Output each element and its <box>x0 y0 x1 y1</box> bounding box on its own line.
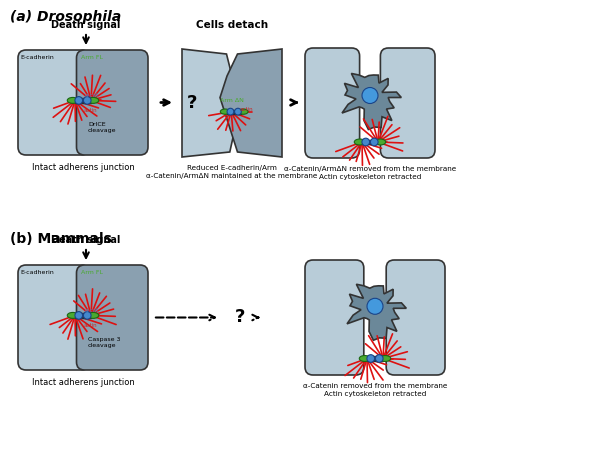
Circle shape <box>227 108 234 115</box>
FancyBboxPatch shape <box>18 265 89 370</box>
FancyBboxPatch shape <box>77 265 148 370</box>
Circle shape <box>83 97 91 104</box>
FancyBboxPatch shape <box>305 260 364 375</box>
Text: (a) Drosophila: (a) Drosophila <box>10 10 121 24</box>
Circle shape <box>370 138 378 146</box>
Circle shape <box>83 311 91 319</box>
Text: E-cadherin: E-cadherin <box>20 270 54 275</box>
Circle shape <box>367 355 374 362</box>
FancyBboxPatch shape <box>77 50 148 155</box>
Text: Intact adherens junction: Intact adherens junction <box>32 378 134 387</box>
Text: actin: actin <box>239 107 253 112</box>
Text: Death signal: Death signal <box>52 235 121 245</box>
Circle shape <box>75 97 83 104</box>
Bar <box>227 110 241 113</box>
Bar <box>76 313 91 318</box>
Text: Intact adherens junction: Intact adherens junction <box>32 163 134 172</box>
Circle shape <box>367 298 383 314</box>
Text: Arm ΔN: Arm ΔN <box>220 98 244 103</box>
FancyBboxPatch shape <box>305 48 359 158</box>
Ellipse shape <box>88 97 99 104</box>
Text: Arm FL: Arm FL <box>81 55 103 60</box>
Text: α-Catenin removed from the membrane
Actin cytoskeleton retracted: α-Catenin removed from the membrane Acti… <box>303 383 447 397</box>
Text: Arm FL: Arm FL <box>81 270 103 275</box>
Text: α-cat: α-cat <box>85 94 99 99</box>
FancyBboxPatch shape <box>18 50 89 155</box>
Circle shape <box>376 355 383 362</box>
Ellipse shape <box>238 109 248 114</box>
Text: actin: actin <box>84 324 98 328</box>
Ellipse shape <box>359 356 370 361</box>
Text: Death signal: Death signal <box>52 20 121 30</box>
Circle shape <box>362 87 378 104</box>
Ellipse shape <box>374 139 386 145</box>
Ellipse shape <box>67 97 79 104</box>
Text: ?: ? <box>187 94 197 112</box>
Circle shape <box>75 311 83 319</box>
FancyBboxPatch shape <box>380 48 435 158</box>
Polygon shape <box>342 73 401 130</box>
Text: Caspase 3
cleavage: Caspase 3 cleavage <box>88 338 121 348</box>
Text: Reduced E-cadherin/Arm
α-Catenin/ArmΔN maintained at the membrane: Reduced E-cadherin/Arm α-Catenin/ArmΔN m… <box>146 165 317 179</box>
Text: actin: actin <box>84 108 98 113</box>
Ellipse shape <box>88 312 99 319</box>
Text: (b) Mammals: (b) Mammals <box>10 232 112 246</box>
Ellipse shape <box>67 312 79 319</box>
Polygon shape <box>220 49 282 157</box>
Ellipse shape <box>380 356 391 361</box>
Bar <box>76 98 91 103</box>
Text: DrICE
cleavage: DrICE cleavage <box>88 122 116 133</box>
Bar <box>367 356 383 360</box>
Bar <box>362 140 377 144</box>
Text: α-cat: α-cat <box>85 308 99 313</box>
Text: α-Catenin/ArmΔN removed from the membrane
Actin cytoskeleton retracted: α-Catenin/ArmΔN removed from the membran… <box>284 166 456 180</box>
Ellipse shape <box>354 139 365 145</box>
Polygon shape <box>347 284 406 340</box>
FancyBboxPatch shape <box>386 260 445 375</box>
Polygon shape <box>182 49 242 157</box>
Text: Cells detach: Cells detach <box>196 20 268 30</box>
Circle shape <box>362 138 370 146</box>
Ellipse shape <box>220 109 230 114</box>
Text: ?: ? <box>235 309 245 327</box>
Circle shape <box>235 108 241 115</box>
Text: E-cadherin: E-cadherin <box>20 55 54 60</box>
